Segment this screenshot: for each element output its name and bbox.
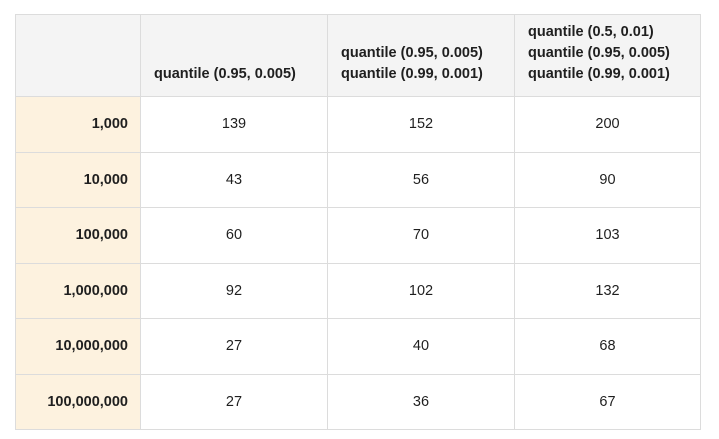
table-cell: 132 [514,262,701,319]
header-row: quantile (0.95, 0.005) quantile (0.95, 0… [15,14,701,97]
table-cell: 103 [514,207,701,264]
table-cell: 27 [140,318,328,375]
table-cell: 36 [327,373,515,430]
column-header-line: quantile (0.95, 0.005) [154,66,296,82]
table-cell: 43 [140,151,328,208]
table-cell: 70 [327,207,515,264]
table-cell: 139 [140,96,328,153]
column-header: quantile (0.95, 0.005) quantile (0.99, 0… [327,14,515,97]
column-header-line: quantile (0.95, 0.005) [528,45,670,61]
column-header-line: quantile (0.5, 0.01) [528,24,654,40]
table-cell: 40 [327,318,515,375]
column-header-line: quantile (0.99, 0.001) [341,66,483,82]
table-cell: 68 [514,318,701,375]
corner-cell [15,14,141,97]
table-row: 10,000 43 56 90 [15,151,701,208]
table-row: 1,000,000 92 102 132 [15,262,701,319]
column-header: quantile (0.5, 0.01) quantile (0.95, 0.0… [514,14,701,97]
table-row: 1,000 139 152 200 [15,96,701,153]
table-cell: 102 [327,262,515,319]
row-header: 1,000 [15,96,141,153]
row-header: 10,000 [15,151,141,208]
column-header: quantile (0.95, 0.005) [140,14,328,97]
table-row: 100,000 60 70 103 [15,207,701,264]
results-table-container: quantile (0.95, 0.005) quantile (0.95, 0… [15,14,701,430]
table-cell: 60 [140,207,328,264]
table-cell: 152 [327,96,515,153]
table-cell: 200 [514,96,701,153]
row-header: 1,000,000 [15,262,141,319]
table-cell: 90 [514,151,701,208]
table-cell: 92 [140,262,328,319]
table-row: 10,000,000 27 40 68 [15,318,701,375]
row-header: 10,000,000 [15,318,141,375]
row-header: 100,000,000 [15,373,141,430]
table-cell: 56 [327,151,515,208]
results-table: quantile (0.95, 0.005) quantile (0.95, 0… [15,14,701,430]
column-header-line: quantile (0.95, 0.005) [341,45,483,61]
table-row: 100,000,000 27 36 67 [15,373,701,430]
table-cell: 67 [514,373,701,430]
row-header: 100,000 [15,207,141,264]
table-cell: 27 [140,373,328,430]
column-header-line: quantile (0.99, 0.001) [528,66,670,82]
